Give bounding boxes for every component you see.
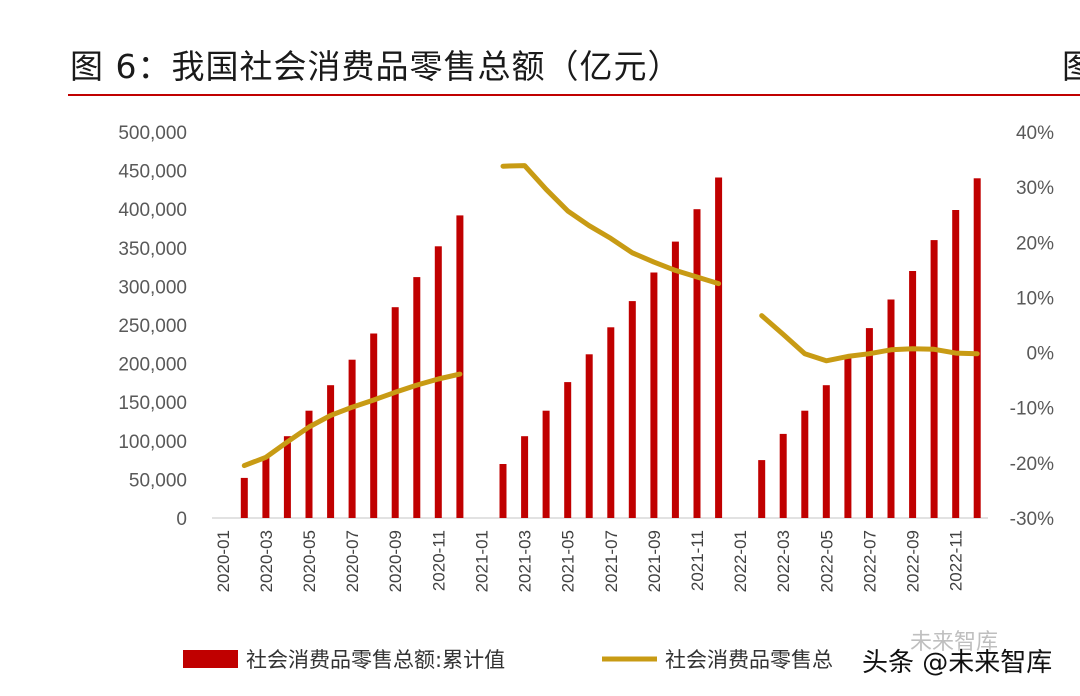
bar-2020-02 (240, 477, 248, 518)
bar-2021-02 (499, 464, 507, 518)
bar-series (240, 177, 981, 519)
bar-2020-03 (262, 457, 270, 518)
bar-2022-07 (865, 328, 873, 518)
x-tick: 2020-03 (257, 530, 276, 592)
bar-2022-12 (973, 178, 981, 519)
line-segment-1 (500, 163, 722, 287)
x-tick: 2020-09 (386, 530, 405, 592)
bar-2021-09 (650, 272, 658, 518)
bar-2020-04 (283, 436, 291, 518)
y-left-tick: 50,000 (129, 470, 187, 491)
x-tick: 2021-01 (472, 530, 491, 592)
bar-2020-10 (413, 277, 421, 518)
legend-line-label: 社会消费品零售总 (665, 648, 833, 672)
bar-2020-09 (391, 307, 399, 518)
x-tick: 2021-07 (602, 530, 621, 592)
bar-2022-02 (758, 460, 766, 518)
bar-2022-08 (887, 299, 895, 518)
y-right-tick: 30% (1016, 178, 1054, 199)
bar-2020-11 (434, 246, 442, 519)
bar-2021-10 (671, 241, 679, 518)
y-right-tick: -10% (1010, 399, 1054, 420)
y-left-tick: 350,000 (118, 239, 187, 260)
line-segment-2 (759, 313, 980, 364)
bar-2021-03 (521, 436, 529, 518)
bar-2022-03 (779, 433, 787, 518)
bar-2021-08 (628, 301, 636, 518)
next-figure-title-fragment: 图 (1062, 47, 1080, 86)
x-tick: 2022-03 (774, 530, 793, 592)
watermark-faint: 未来智库 (910, 630, 999, 655)
x-tick: 2022-11 (947, 530, 966, 591)
x-tick: 2021-09 (645, 530, 664, 592)
bar-2021-12 (715, 177, 723, 518)
watermark: 头条 @未来智库 (862, 648, 1053, 678)
bar-2020-07 (348, 359, 356, 518)
bar-2020-05 (305, 410, 313, 518)
x-tick: 2021-05 (559, 530, 578, 592)
bar-2021-07 (607, 327, 615, 518)
y-left-tick: 300,000 (118, 277, 187, 298)
title-underline (68, 94, 1080, 96)
y-left-tick: 400,000 (118, 200, 187, 221)
x-tick: 2022-09 (904, 530, 923, 592)
bar-2022-06 (844, 355, 852, 518)
y-left-tick: 100,000 (118, 432, 187, 453)
bar-2021-11 (693, 209, 701, 518)
x-tick: 2020-05 (300, 530, 319, 592)
x-tick: 2021-11 (688, 530, 707, 591)
x-tick: 2021-03 (516, 530, 535, 592)
y-right-tick: -30% (1010, 509, 1054, 530)
y-right-tick: -20% (1010, 454, 1054, 475)
y-right-tick: 20% (1016, 233, 1054, 254)
y-axis-left-ticks: 500,000 450,000 400,000 350,000 300,000 250,0… (118, 123, 187, 530)
bar-2021-06 (585, 354, 593, 518)
legend: 社会消费品零售总额:累计值 社会消费品零售总 (183, 648, 833, 672)
x-tick: 2022-05 (817, 530, 836, 592)
bar-2022-10 (930, 240, 938, 518)
line-series (241, 163, 980, 469)
y-right-tick: 40% (1016, 123, 1054, 144)
y-left-tick: 450,000 (118, 162, 187, 183)
x-tick: 2020-01 (214, 530, 233, 592)
bar-2021-05 (564, 382, 572, 518)
y-left-tick: 250,000 (118, 316, 187, 337)
y-axis-right-ticks: 40% 30% 20% 10% 0% -10% -20% -30% (1010, 123, 1054, 530)
y-left-tick: 0 (176, 509, 187, 530)
x-tick: 2022-01 (731, 530, 750, 592)
y-left-tick: 500,000 (118, 123, 187, 144)
legend-bar-label: 社会消费品零售总额:累计值 (246, 648, 505, 672)
chart-title: 图 6：我国社会消费品零售总额（亿元） (70, 47, 682, 86)
legend-bar-swatch (183, 650, 238, 668)
y-left-tick: 200,000 (118, 355, 187, 376)
y-right-tick: 10% (1016, 288, 1054, 309)
bar-2022-05 (822, 385, 830, 518)
bar-2020-12 (456, 215, 464, 518)
bar-2022-11 (952, 210, 960, 518)
x-axis-ticks: 2020-01 2020-03 2020-05 2020-07 2020-09 2020-… (214, 530, 966, 592)
x-tick: 2022-07 (860, 530, 879, 592)
x-tick: 2020-07 (343, 530, 362, 592)
bar-2021-04 (542, 410, 550, 518)
bar-2022-04 (801, 410, 809, 518)
bar-2020-06 (327, 385, 335, 518)
bar-2022-09 (909, 271, 917, 518)
bar-2020-08 (370, 333, 378, 518)
y-right-tick: 0% (1027, 344, 1055, 365)
y-left-tick: 150,000 (118, 393, 187, 414)
x-tick: 2020-11 (429, 530, 448, 591)
line-segment-0 (241, 371, 463, 469)
